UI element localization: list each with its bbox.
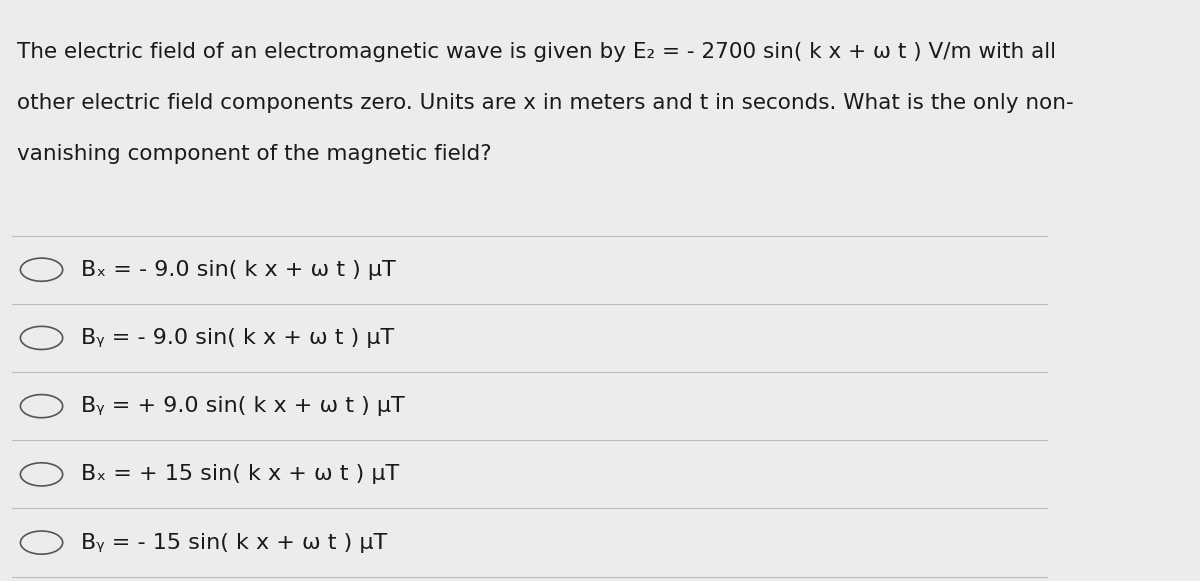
- Text: Bₓ = - 9.0 sin( k x + ω t ) μT: Bₓ = - 9.0 sin( k x + ω t ) μT: [80, 260, 395, 279]
- Text: vanishing component of the magnetic field?: vanishing component of the magnetic fiel…: [17, 144, 492, 164]
- Text: The electric field of an electromagnetic wave is given by E₂ = - 2700 sin( k x +: The electric field of an electromagnetic…: [17, 42, 1056, 62]
- Text: other electric field components zero. Units are x in meters and t in seconds. Wh: other electric field components zero. Un…: [17, 93, 1074, 113]
- Text: Bᵧ = + 9.0 sin( k x + ω t ) μT: Bᵧ = + 9.0 sin( k x + ω t ) μT: [80, 396, 404, 416]
- Text: Bᵧ = - 9.0 sin( k x + ω t ) μT: Bᵧ = - 9.0 sin( k x + ω t ) μT: [80, 328, 394, 348]
- Text: Bᵧ = - 15 sin( k x + ω t ) μT: Bᵧ = - 15 sin( k x + ω t ) μT: [80, 533, 386, 553]
- Text: Bₓ = + 15 sin( k x + ω t ) μT: Bₓ = + 15 sin( k x + ω t ) μT: [80, 464, 398, 485]
